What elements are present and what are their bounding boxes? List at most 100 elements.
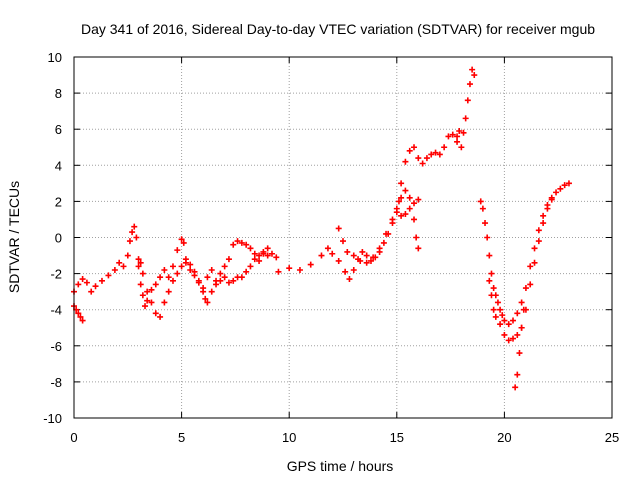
- data-point: [251, 250, 258, 257]
- data-point: [98, 277, 105, 284]
- data-point: [527, 263, 534, 270]
- data-point: [174, 247, 181, 254]
- data-point: [518, 324, 525, 331]
- data-point: [458, 144, 465, 151]
- data-point: [157, 313, 164, 320]
- y-tick-label: -8: [50, 375, 62, 390]
- data-point: [169, 263, 176, 270]
- data-point: [411, 216, 418, 223]
- data-point: [217, 270, 224, 277]
- data-point: [441, 144, 448, 151]
- data-point: [135, 263, 142, 270]
- data-point: [544, 205, 551, 212]
- data-point: [484, 234, 491, 241]
- data-point: [208, 266, 215, 273]
- y-tick-label: -10: [43, 411, 62, 426]
- data-point: [83, 279, 90, 286]
- data-point: [152, 310, 159, 317]
- data-point: [137, 259, 144, 266]
- data-point: [516, 350, 523, 357]
- data-point: [466, 81, 473, 88]
- data-point: [208, 288, 215, 295]
- data-point: [247, 245, 254, 252]
- data-point: [406, 147, 413, 154]
- data-point: [363, 252, 370, 259]
- data-point: [518, 299, 525, 306]
- data-point: [482, 220, 489, 227]
- data-point: [124, 252, 131, 259]
- x-tick-label: 20: [497, 430, 511, 445]
- data-point: [535, 227, 542, 234]
- series-4: [398, 66, 478, 187]
- data-point: [540, 220, 547, 227]
- data-point: [116, 259, 123, 266]
- data-point: [415, 245, 422, 252]
- data-point: [406, 194, 413, 201]
- data-point: [137, 281, 144, 288]
- data-point: [75, 281, 82, 288]
- data-point: [131, 223, 138, 230]
- data-point: [165, 288, 172, 295]
- data-point: [531, 245, 538, 252]
- data-point: [531, 259, 538, 266]
- data-point: [553, 189, 560, 196]
- data-point: [514, 310, 521, 317]
- data-point: [105, 272, 112, 279]
- data-point: [499, 312, 506, 319]
- data-point: [148, 299, 155, 306]
- y-tick-label: -6: [50, 339, 62, 354]
- data-point: [342, 268, 349, 275]
- data-point: [75, 310, 82, 317]
- data-point: [88, 288, 95, 295]
- data-point: [268, 250, 275, 257]
- data-point: [187, 266, 194, 273]
- data-point: [527, 281, 534, 288]
- data-point: [200, 288, 207, 295]
- data-point: [324, 245, 331, 252]
- data-point: [335, 225, 342, 232]
- data-point: [264, 252, 271, 259]
- data-point: [350, 266, 357, 273]
- data-point: [79, 276, 86, 283]
- data-point: [514, 331, 521, 338]
- data-point: [238, 239, 245, 246]
- data-point: [187, 261, 194, 268]
- data-point: [432, 149, 439, 156]
- y-tick-label: -4: [50, 303, 62, 318]
- data-point: [247, 263, 254, 270]
- x-tick-label: 10: [282, 430, 296, 445]
- data-point: [479, 205, 486, 212]
- y-tick-label: 2: [55, 194, 62, 209]
- y-tick-label: 8: [55, 86, 62, 101]
- data-point: [462, 115, 469, 122]
- data-point: [363, 259, 370, 266]
- data-point: [129, 229, 136, 236]
- data-point: [411, 200, 418, 207]
- data-point: [454, 138, 461, 145]
- data-point: [505, 337, 512, 344]
- data-point: [204, 299, 211, 306]
- data-point: [202, 295, 209, 302]
- data-point: [157, 274, 164, 281]
- data-point: [395, 198, 402, 205]
- series-3: [275, 187, 422, 283]
- data-point: [273, 254, 280, 261]
- x-tick-label: 0: [70, 430, 77, 445]
- data-point: [256, 252, 263, 259]
- data-point: [497, 321, 504, 328]
- x-axis-label: GPS time / hours: [287, 458, 394, 474]
- data-point: [398, 180, 405, 187]
- data-point: [490, 285, 497, 292]
- data-point: [217, 277, 224, 284]
- data-point: [225, 279, 232, 286]
- data-point: [449, 131, 456, 138]
- data-point: [436, 151, 443, 158]
- y-axis-label: SDTVAR / TECUs: [6, 181, 22, 293]
- data-point: [225, 256, 232, 263]
- data-point: [359, 248, 366, 255]
- data-point: [169, 277, 176, 284]
- data-point: [406, 205, 413, 212]
- data-point: [142, 303, 149, 310]
- data-point: [307, 261, 314, 268]
- data-point: [497, 306, 504, 313]
